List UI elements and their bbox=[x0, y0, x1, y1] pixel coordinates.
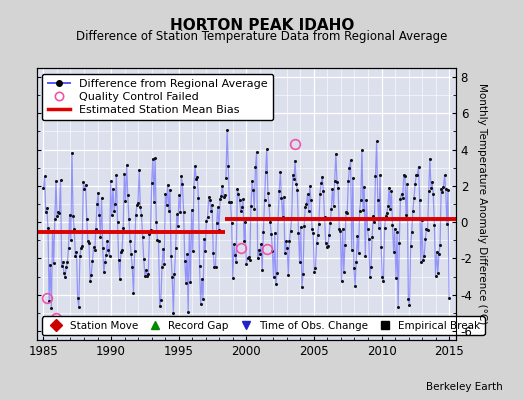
Text: Difference of Station Temperature Data from Regional Average: Difference of Station Temperature Data f… bbox=[77, 30, 447, 43]
Legend: Station Move, Record Gap, Time of Obs. Change, Empirical Break: Station Move, Record Gap, Time of Obs. C… bbox=[42, 316, 485, 335]
Text: Berkeley Earth: Berkeley Earth bbox=[427, 382, 503, 392]
Y-axis label: Monthly Temperature Anomaly Difference (°C): Monthly Temperature Anomaly Difference (… bbox=[476, 83, 486, 325]
Text: HORTON PEAK IDAHO: HORTON PEAK IDAHO bbox=[170, 18, 354, 33]
